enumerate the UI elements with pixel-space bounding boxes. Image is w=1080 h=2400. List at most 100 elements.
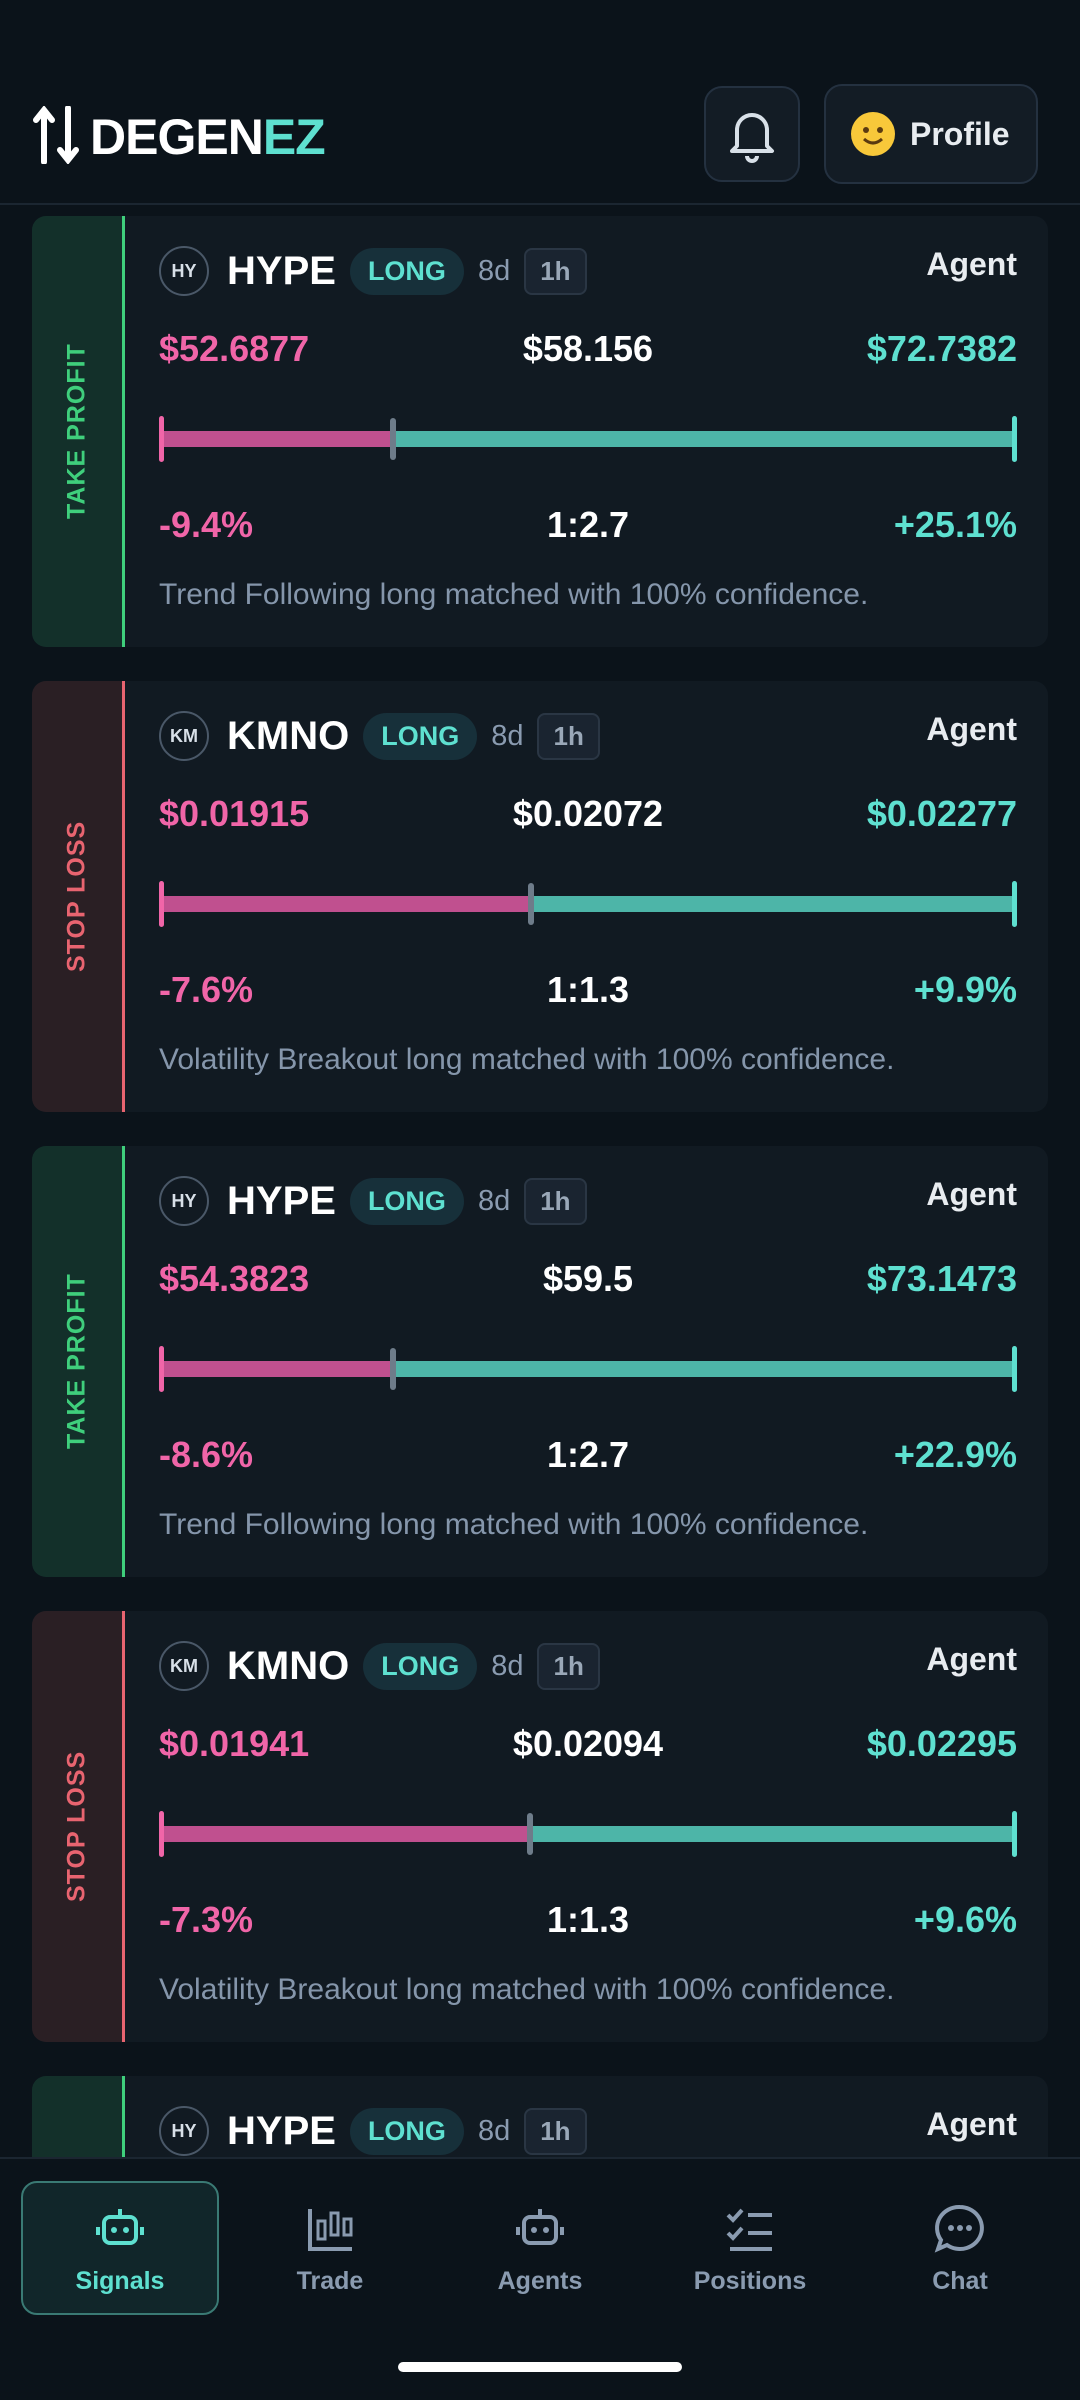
card-body: HY HYPE LONG 8d 1h Agent $52.6877 $58.156 $72.73… — [32, 216, 1048, 647]
nav-item[interactable]: Agents — [441, 2181, 639, 2315]
risk-reward: 1:1.3 — [546, 1899, 630, 1940]
ticker: KMNO — [227, 1643, 350, 1688]
price-row: $0.01915 $0.02072 $0.02277 — [159, 793, 1017, 835]
signal-description: Trend Following long matched with 100% c… — [159, 1508, 869, 1541]
token-avatar: HY — [159, 2106, 209, 2156]
status-strip: TAKE PROFIT — [32, 1146, 125, 1577]
timeframe-badge: 1h — [537, 1642, 600, 1690]
stop-cap — [159, 1811, 164, 1857]
stop-cap — [159, 881, 164, 927]
entry-price: $58.156 — [522, 328, 654, 369]
age: 8d — [477, 254, 511, 287]
signal-card[interactable]: HY HYPE LONG 8d 1h Agent — [32, 2076, 1048, 2157]
gain-percent: +9.6% — [913, 1899, 1017, 1940]
percent-row: -7.6% 1:1.3 +9.9% — [159, 969, 1017, 1011]
card-header: KM KMNO LONG 8d 1h — [159, 707, 600, 765]
status-strip: TAKE PROFIT — [32, 216, 125, 647]
source: Agent — [926, 2106, 1017, 2142]
side-badge: LONG — [363, 1642, 478, 1690]
price-row: $52.6877 $58.156 $72.7382 — [159, 328, 1017, 370]
logo: DEGENEZ — [90, 108, 326, 166]
loss-percent: -7.3% — [159, 1899, 254, 1940]
side-badge: LONG — [349, 247, 464, 295]
token-avatar: HY — [159, 1176, 209, 1226]
nav-icon — [96, 2208, 144, 2245]
card-header: HY HYPE LONG 8d 1h — [159, 1172, 587, 1230]
signal-card[interactable]: STOP LOSS KM KMNO LONG 8d 1h Agent $0.01941 $0.0… — [32, 1611, 1048, 2042]
timeframe-badge: 1h — [537, 712, 600, 760]
card-body: KM KMNO LONG 8d 1h Agent $0.01915 $0.02072 $0.02… — [32, 681, 1048, 1112]
gain-segment — [531, 896, 1017, 912]
signal-description: Volatility Breakout long matched with 10… — [159, 1043, 895, 1076]
timeframe-badge: 1h — [524, 2107, 587, 2155]
price-row: $54.3823 $59.5 $73.1473 — [159, 1258, 1017, 1300]
token-avatar: KM — [159, 1641, 209, 1691]
loss-segment — [159, 896, 532, 912]
nav-icon — [934, 2204, 984, 2253]
side-badge: LONG — [349, 1177, 464, 1225]
loss-percent: -7.6% — [159, 969, 254, 1010]
source: Agent — [926, 1176, 1017, 1212]
source: Agent — [926, 246, 1017, 282]
gain-percent: +9.9% — [913, 969, 1017, 1010]
take-profit-price: $0.02277 — [866, 793, 1017, 834]
nav-label: Positions — [693, 2266, 807, 2295]
nav-icon — [516, 2208, 564, 2245]
nav-item[interactable]: Signals — [21, 2181, 219, 2315]
stop-cap — [159, 1346, 164, 1392]
card-header: KM KMNO LONG 8d 1h — [159, 1637, 600, 1695]
target-cap — [1012, 1811, 1017, 1857]
logo-accent: EZ — [262, 109, 326, 165]
entry-price: $0.02094 — [512, 1723, 664, 1764]
target-cap — [1012, 881, 1017, 927]
price-row: $0.01941 $0.02094 $0.02295 — [159, 1723, 1017, 1765]
target-cap — [1012, 1346, 1017, 1392]
home-indicator — [398, 2362, 682, 2372]
price-range-bar — [159, 416, 1017, 462]
token-avatar: HY — [159, 246, 209, 296]
signal-card[interactable]: TAKE PROFIT HY HYPE LONG 8d 1h Agent $54.3823 $5… — [32, 1146, 1048, 1577]
age: 8d — [491, 1649, 524, 1682]
stop-loss-price: $54.3823 — [159, 1258, 310, 1299]
gain-segment — [392, 431, 1017, 447]
target-cap — [1012, 416, 1017, 462]
side-badge: LONG — [349, 2107, 464, 2155]
status-strip — [32, 2076, 125, 2157]
status-strip: STOP LOSS — [32, 681, 125, 1112]
signal-card[interactable]: STOP LOSS KM KMNO LONG 8d 1h Agent $0.01915 $0.0… — [32, 681, 1048, 1112]
bell-icon — [730, 113, 774, 163]
timeframe-badge: 1h — [524, 247, 587, 295]
card-body: KM KMNO LONG 8d 1h Agent $0.01941 $0.02094 $0.02… — [32, 1611, 1048, 2042]
stop-loss-price: $52.6877 — [159, 328, 310, 369]
stop-cap — [159, 416, 164, 462]
nav-icon — [308, 2208, 353, 2251]
profile-button[interactable]: Profile — [824, 84, 1038, 184]
nav-item[interactable]: Positions — [651, 2181, 849, 2315]
nav-label: Chat — [932, 2266, 988, 2295]
price-range-bar — [159, 1811, 1017, 1857]
percent-row: -8.6% 1:2.7 +22.9% — [159, 1434, 1017, 1476]
nav-item[interactable]: Trade — [231, 2181, 429, 2315]
nav-item[interactable]: Chat — [861, 2181, 1059, 2315]
gain-percent: +22.9% — [893, 1434, 1017, 1475]
loss-segment — [159, 1826, 530, 1842]
ticker: KMNO — [227, 713, 350, 758]
take-profit-price: $73.1473 — [866, 1258, 1017, 1299]
loss-segment — [159, 431, 393, 447]
nav-label: Signals — [75, 2266, 165, 2295]
loss-percent: -9.4% — [159, 504, 254, 545]
notifications-button[interactable] — [704, 86, 800, 182]
bottom-nav: Signals Trade Agents Positions Chat — [0, 2157, 1080, 2400]
nav-label: Trade — [296, 2266, 364, 2295]
entry-marker — [389, 1348, 396, 1390]
take-profit-price: $0.02295 — [866, 1723, 1017, 1764]
price-range-bar — [159, 1346, 1017, 1392]
signal-card[interactable]: TAKE PROFIT HY HYPE LONG 8d 1h Agent $52.6877 $5… — [32, 216, 1048, 647]
loss-percent: -8.6% — [159, 1434, 254, 1475]
logo-icon — [33, 106, 79, 164]
signal-description: Volatility Breakout long matched with 10… — [159, 1973, 895, 2006]
card-header: HY HYPE LONG 8d 1h — [159, 2102, 587, 2157]
entry-marker — [526, 1813, 533, 1855]
price-range-bar — [159, 881, 1017, 927]
age: 8d — [491, 719, 524, 752]
